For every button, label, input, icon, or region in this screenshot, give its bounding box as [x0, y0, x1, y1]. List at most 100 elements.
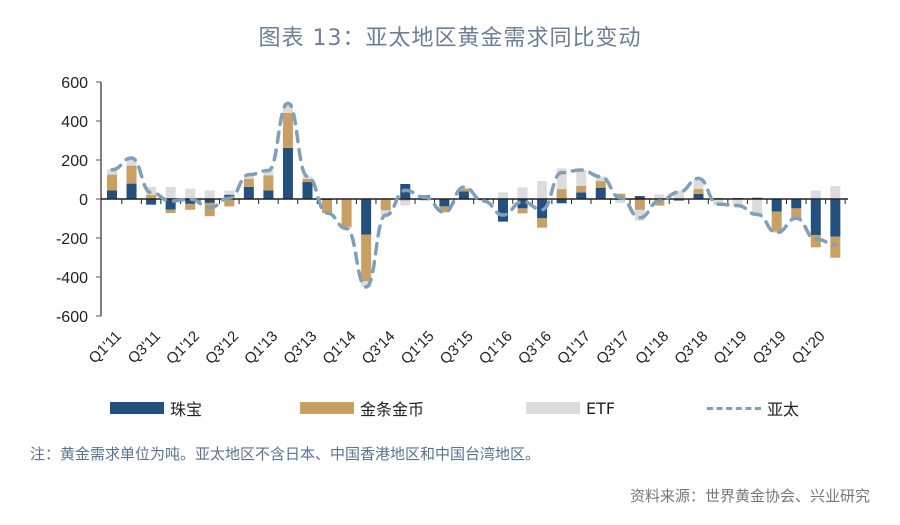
x-tick-label: Q3'18: [671, 328, 711, 368]
bar-etf: [498, 192, 508, 199]
bar-bar-coin: [771, 211, 782, 232]
x-tick-label: Q1'14: [319, 328, 359, 368]
bar-etf: [263, 170, 274, 176]
bar-bar-coin: [830, 236, 841, 258]
legend-swatch-jewelry: [110, 402, 164, 414]
x-tick-label: Q3'12: [202, 328, 242, 368]
bar-etf: [517, 187, 528, 199]
bar-etf: [673, 190, 684, 199]
bar-etf: [693, 178, 704, 190]
y-tick-label: 0: [79, 192, 88, 209]
bar-jewelry: [165, 199, 176, 210]
bar-bar-coin: [361, 234, 372, 282]
y-tick-label: -600: [56, 309, 88, 326]
legend-item-asia-pacific: 亚太: [707, 397, 799, 419]
x-tick-label: Q3'19: [750, 328, 790, 368]
bar-jewelry: [634, 196, 645, 199]
bar-bar-coin: [595, 181, 606, 188]
bar-bar-coin: [380, 199, 391, 211]
source-note: 资料来源：世界黄金协会、兴业研究: [629, 487, 870, 505]
bar-bar-coin: [556, 189, 567, 199]
bar-bar-coin: [634, 199, 645, 210]
bar-bar-coin: [263, 175, 274, 191]
bar-etf: [282, 103, 293, 114]
x-tick-label: Q1'18: [632, 328, 672, 368]
bar-bar-coin: [107, 174, 117, 191]
x-tick-label: Q3'14: [359, 328, 399, 368]
bar-jewelry: [204, 199, 215, 203]
x-tick-label: Q1'19: [710, 328, 750, 368]
bar-jewelry: [126, 183, 137, 199]
bar-etf: [771, 231, 782, 233]
bar-jewelry: [361, 199, 372, 235]
bar-bar-coin: [146, 194, 157, 199]
line-asia-pacific: [110, 101, 838, 289]
bar-etf: [556, 168, 567, 190]
y-tick-label: 600: [61, 75, 88, 92]
bar-etf: [204, 190, 215, 199]
chart-title: 图表 13：亚太地区黄金需求同比变动: [258, 26, 642, 51]
bar-bar-coin: [458, 188, 469, 192]
legend-label-bar-coin: 金条金币: [360, 400, 425, 419]
bar-jewelry: [673, 199, 684, 201]
x-tick-label: Q1'15: [398, 328, 438, 368]
bar-jewelry: [693, 193, 704, 199]
bar-etf: [615, 199, 626, 203]
bar-jewelry: [498, 199, 508, 222]
y-tick-label: 400: [61, 114, 88, 131]
legend-swatch-bar-coin: [300, 402, 354, 414]
bar-etf: [830, 185, 841, 199]
bar-bar-coin: [791, 208, 802, 219]
x-tick-label: Q1'20: [789, 328, 829, 368]
bar-jewelry: [830, 199, 841, 237]
bar-bar-coin: [752, 197, 763, 199]
x-tick-label: Q1'11: [86, 328, 125, 367]
legend-dash-asia-pacific: [707, 406, 761, 410]
bar-etf: [713, 199, 724, 206]
bar-etf: [107, 169, 117, 175]
bar-etf: [810, 190, 821, 199]
bar-bar-coin: [243, 178, 254, 187]
bar-etf: [576, 169, 587, 186]
bar-jewelry: [595, 187, 606, 199]
bar-bar-coin: [185, 203, 196, 210]
bar-etf: [361, 281, 372, 287]
bar-etf: [380, 210, 391, 216]
bar-jewelry: [243, 186, 254, 199]
bar-jewelry: [185, 199, 196, 204]
y-tick-label: -200: [56, 231, 88, 248]
x-tick-label: Q1'12: [163, 328, 203, 368]
bar-etf: [165, 186, 176, 199]
bar-jewelry: [791, 199, 802, 209]
legend-item-bar-coin: 金条金币: [300, 397, 424, 419]
legend-label-jewelry: 珠宝: [170, 400, 203, 419]
bar-etf: [146, 186, 157, 195]
bar-jewelry: [282, 147, 293, 199]
y-tick-label: 200: [61, 153, 88, 170]
bar-jewelry: [107, 190, 117, 199]
bar-bar-coin: [439, 206, 450, 213]
bar-jewelry: [517, 199, 528, 209]
bar-etf: [419, 199, 430, 201]
bar-jewelry: [556, 199, 567, 204]
bar-etf: [224, 190, 235, 195]
bar-etf: [654, 194, 665, 199]
bar-bar-coin: [126, 165, 137, 184]
bar-bar-coin: [400, 199, 411, 201]
bar-bar-coin: [322, 199, 333, 214]
x-tick-label: Q1'13: [241, 328, 281, 368]
bar-jewelry: [458, 191, 469, 199]
bar-bar-coin: [341, 199, 352, 227]
bar-jewelry: [537, 199, 548, 219]
bar-etf: [185, 188, 196, 199]
bar-bar-coin: [576, 185, 587, 193]
bar-etf: [400, 200, 411, 206]
bar-jewelry: [810, 199, 821, 236]
bar-bar-coin: [693, 189, 704, 194]
bar-jewelry: [263, 190, 274, 199]
bar-etf: [634, 209, 645, 221]
x-tick-label: Q1'16: [476, 328, 516, 368]
bar-etf: [126, 158, 137, 166]
legend-label-etf: ETF: [586, 398, 616, 418]
